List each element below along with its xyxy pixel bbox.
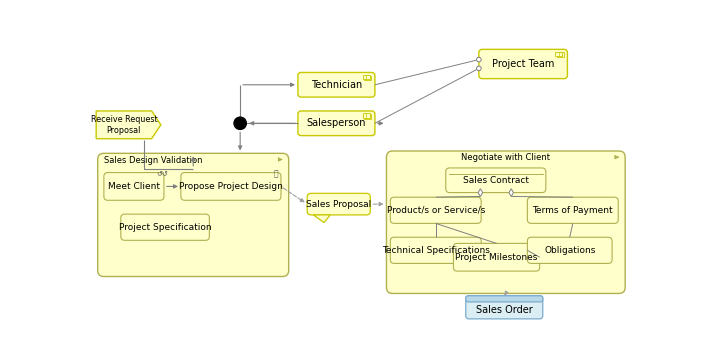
Text: Salesperson: Salesperson [306, 118, 366, 128]
Bar [364, 114, 371, 119]
Text: Technical Specifications: Technical Specifications [382, 246, 490, 255]
Text: Sales Design Validation: Sales Design Validation [104, 156, 203, 165]
Bar [364, 76, 371, 80]
Polygon shape [509, 189, 513, 197]
Circle shape [477, 57, 481, 62]
Text: Meet Client: Meet Client [108, 182, 160, 191]
FancyBboxPatch shape [453, 243, 539, 271]
FancyBboxPatch shape [121, 214, 210, 240]
FancyBboxPatch shape [479, 49, 568, 78]
FancyBboxPatch shape [298, 72, 375, 97]
Text: Sales Proposal: Sales Proposal [306, 200, 371, 209]
Bar [363, 75, 369, 80]
Text: Terms of Payment: Terms of Payment [532, 206, 613, 215]
Polygon shape [478, 189, 483, 197]
FancyBboxPatch shape [390, 197, 481, 223]
Text: Project Team: Project Team [492, 59, 554, 69]
Polygon shape [96, 111, 161, 139]
FancyBboxPatch shape [386, 151, 626, 293]
Text: Project Specification: Project Specification [119, 223, 211, 232]
FancyBboxPatch shape [181, 172, 281, 200]
Circle shape [477, 66, 481, 71]
Bar [556, 53, 563, 57]
FancyBboxPatch shape [527, 237, 612, 264]
Circle shape [234, 117, 246, 130]
FancyBboxPatch shape [466, 296, 543, 302]
FancyBboxPatch shape [298, 111, 375, 136]
FancyBboxPatch shape [307, 193, 370, 215]
FancyBboxPatch shape [390, 237, 481, 264]
FancyBboxPatch shape [445, 168, 546, 193]
Text: Technician: Technician [311, 80, 362, 90]
Text: Propose Project Design: Propose Project Design [179, 182, 283, 191]
Text: Receive Request
Proposal: Receive Request Proposal [90, 115, 157, 135]
FancyBboxPatch shape [527, 197, 618, 223]
Text: Negotiate with Client: Negotiate with Client [461, 153, 550, 162]
Text: Obligations: Obligations [544, 246, 595, 255]
Text: Sales Contract: Sales Contract [463, 176, 529, 185]
Text: ↺↺: ↺↺ [156, 171, 168, 177]
Text: Product/s or Service/s: Product/s or Service/s [387, 206, 485, 215]
Polygon shape [313, 215, 330, 222]
Bar [363, 113, 369, 118]
Text: ⓘ: ⓘ [273, 170, 278, 179]
FancyBboxPatch shape [97, 153, 289, 276]
Text: Project Milestones: Project Milestones [455, 253, 538, 262]
FancyBboxPatch shape [104, 172, 164, 200]
Bar [555, 52, 562, 56]
FancyBboxPatch shape [466, 296, 543, 319]
Text: Sales Order: Sales Order [476, 305, 532, 315]
